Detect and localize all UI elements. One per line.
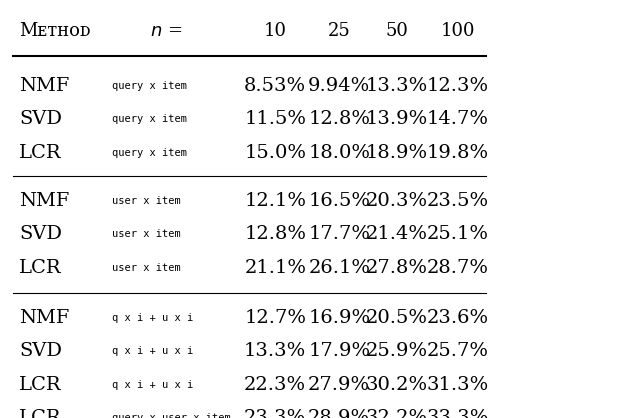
Text: SVD: SVD	[19, 110, 62, 128]
Text: q x i + u x i: q x i + u x i	[112, 380, 193, 390]
Text: 12.1%: 12.1%	[244, 191, 306, 210]
Text: LCR: LCR	[19, 258, 62, 277]
Text: 12.7%: 12.7%	[244, 308, 306, 327]
Text: user x item: user x item	[112, 196, 180, 206]
Text: 23.6%: 23.6%	[426, 308, 489, 327]
Text: 33.3%: 33.3%	[426, 409, 489, 418]
Text: LCR: LCR	[19, 143, 62, 162]
Text: 28.9%: 28.9%	[308, 409, 371, 418]
Text: LCR: LCR	[19, 409, 62, 418]
Text: 12.8%: 12.8%	[244, 225, 306, 243]
Text: 9.94%: 9.94%	[308, 76, 371, 95]
Text: q x i + u x i: q x i + u x i	[112, 313, 193, 323]
Text: 16.5%: 16.5%	[308, 191, 370, 210]
Text: 21.1%: 21.1%	[244, 258, 306, 277]
Text: NMF: NMF	[19, 308, 70, 327]
Text: 21.4%: 21.4%	[366, 225, 428, 243]
Text: query x item: query x item	[112, 114, 187, 124]
Text: 25: 25	[328, 22, 351, 41]
Text: 12.8%: 12.8%	[308, 110, 370, 128]
Text: 20.5%: 20.5%	[366, 308, 428, 327]
Text: NMF: NMF	[19, 76, 70, 95]
Text: query x item: query x item	[112, 81, 187, 91]
Text: NMF: NMF	[19, 191, 70, 210]
Text: 23.5%: 23.5%	[426, 191, 489, 210]
Text: 22.3%: 22.3%	[244, 375, 307, 394]
Text: user x item: user x item	[112, 263, 180, 273]
Text: LCR: LCR	[19, 375, 62, 394]
Text: 31.3%: 31.3%	[426, 375, 489, 394]
Text: 20.3%: 20.3%	[365, 191, 428, 210]
Text: 10: 10	[264, 22, 287, 41]
Text: 25.7%: 25.7%	[427, 342, 488, 360]
Text: 12.3%: 12.3%	[426, 76, 489, 95]
Text: 17.9%: 17.9%	[308, 342, 371, 360]
Text: user x item: user x item	[112, 229, 180, 239]
Text: SVD: SVD	[19, 342, 62, 360]
Text: 100: 100	[440, 22, 475, 41]
Text: 17.7%: 17.7%	[308, 225, 370, 243]
Text: 32.2%: 32.2%	[365, 409, 428, 418]
Text: 27.8%: 27.8%	[366, 258, 428, 277]
Text: Mᴇᴛʜᴏᴅ: Mᴇᴛʜᴏᴅ	[19, 22, 91, 41]
Text: 25.9%: 25.9%	[365, 342, 428, 360]
Text: 30.2%: 30.2%	[365, 375, 428, 394]
Text: 28.7%: 28.7%	[427, 258, 488, 277]
Text: 13.3%: 13.3%	[244, 342, 307, 360]
Text: 11.5%: 11.5%	[244, 110, 306, 128]
Text: 16.9%: 16.9%	[308, 308, 371, 327]
Text: 26.1%: 26.1%	[308, 258, 370, 277]
Text: query x item: query x item	[112, 148, 187, 158]
Text: 27.9%: 27.9%	[308, 375, 371, 394]
Text: 25.1%: 25.1%	[427, 225, 488, 243]
Text: 50: 50	[385, 22, 408, 41]
Text: 18.9%: 18.9%	[365, 143, 428, 162]
Text: SVD: SVD	[19, 225, 62, 243]
Text: 14.7%: 14.7%	[427, 110, 488, 128]
Text: $n$ =: $n$ =	[150, 22, 182, 41]
Text: 13.9%: 13.9%	[365, 110, 428, 128]
Text: 13.3%: 13.3%	[365, 76, 428, 95]
Text: q x i + u x i: q x i + u x i	[112, 346, 193, 356]
Text: 15.0%: 15.0%	[244, 143, 306, 162]
Text: 19.8%: 19.8%	[426, 143, 489, 162]
Text: query x user x item: query x user x item	[112, 413, 231, 418]
Text: 23.3%: 23.3%	[244, 409, 307, 418]
Text: 18.0%: 18.0%	[308, 143, 370, 162]
Text: 8.53%: 8.53%	[244, 76, 307, 95]
